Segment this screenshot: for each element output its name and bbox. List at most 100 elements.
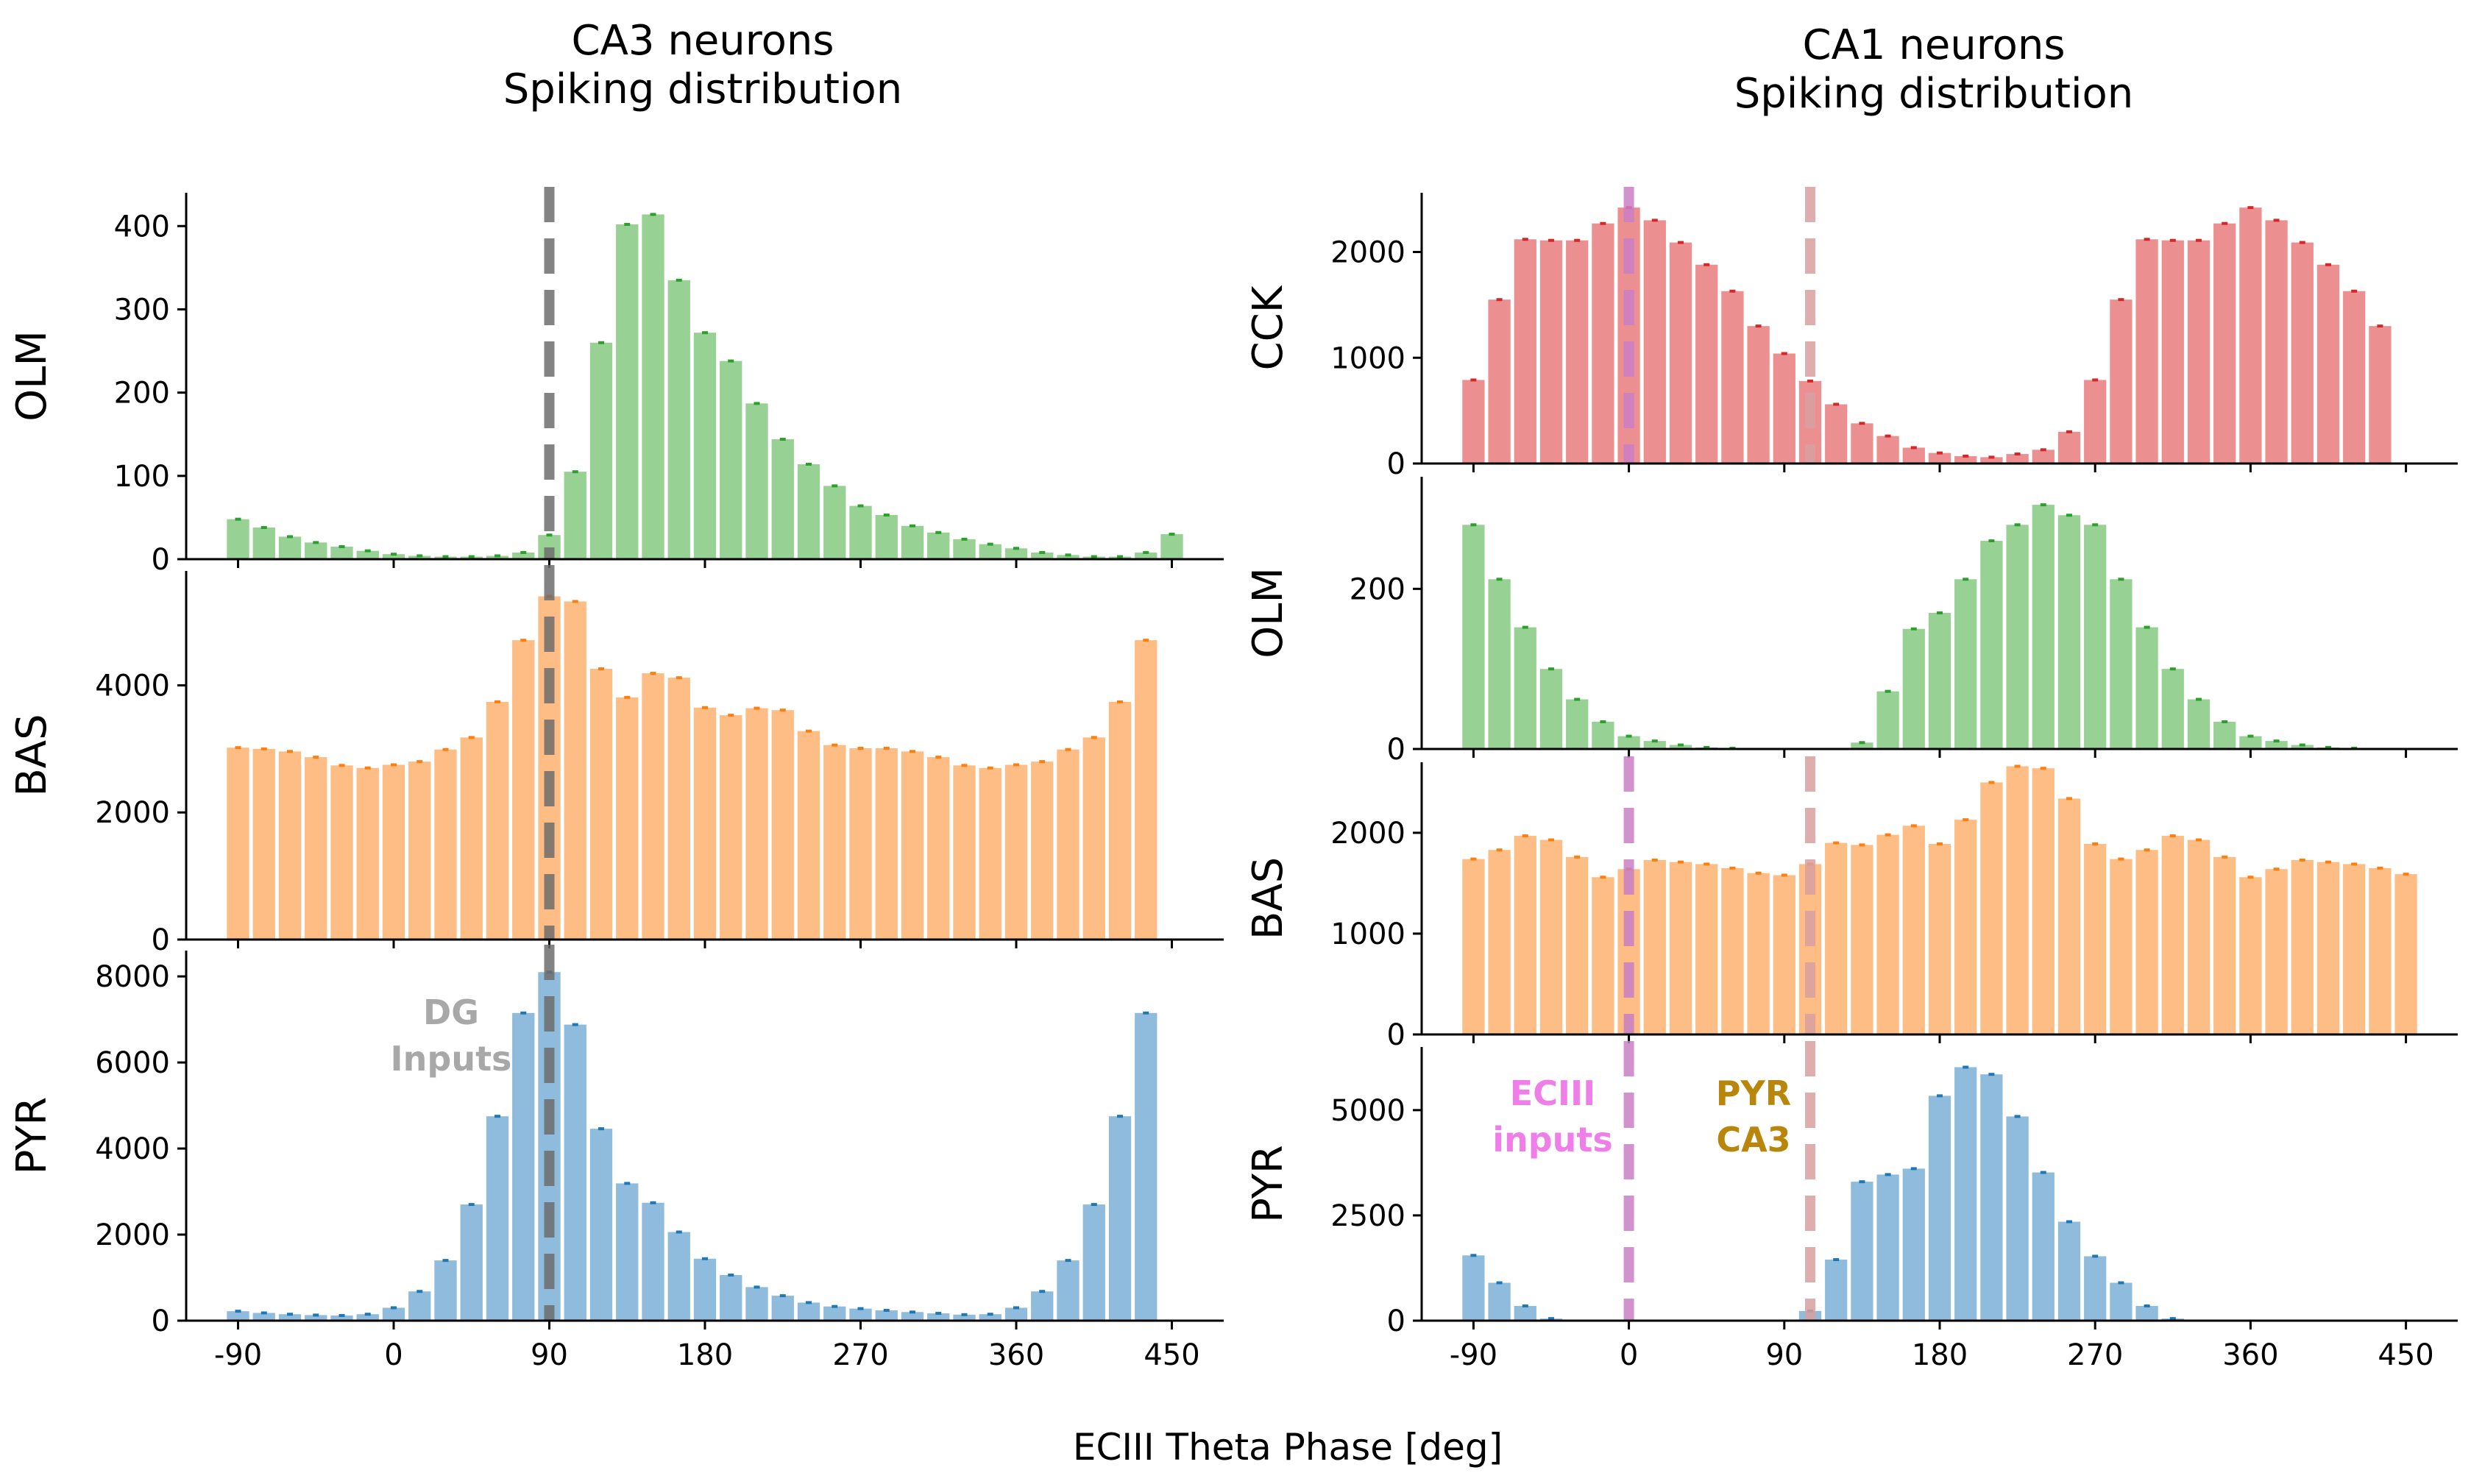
ca1-bas-bar	[1954, 820, 1977, 1034]
ca1-pyr-x-tick-label: 90	[1765, 1338, 1803, 1372]
ca3-bas-y-tick-label: 4000	[95, 669, 170, 703]
ca3-bas-bar	[227, 748, 249, 940]
ca1-bas-bar	[1695, 864, 1718, 1034]
ca1-pyr-bar	[1851, 1182, 1873, 1321]
ca1-bas-bar	[1773, 875, 1795, 1034]
ca3-pyr-bar	[642, 1202, 664, 1321]
pyr-ca3-label-line1: PYR	[1716, 1073, 1791, 1113]
ca3-pyr-bar	[693, 1258, 717, 1321]
ca1-pyr-bar	[1876, 1174, 1899, 1321]
ca1-olm-bar	[1954, 579, 1977, 749]
ca3-olm-bar	[227, 519, 249, 559]
ca3-pyr-bar	[589, 1129, 613, 1321]
ca1-bas-bar	[2161, 836, 2184, 1034]
ca3-bas-bar	[667, 678, 690, 940]
ca1-cck-bar	[1928, 452, 1951, 464]
ca1-bas-bar	[2006, 766, 2029, 1034]
ca1-cck-bar	[2135, 239, 2158, 464]
ca3-bas-bar	[356, 767, 379, 940]
ca1-pyr-bar	[1514, 1305, 1536, 1321]
ca1-bas-bar	[2265, 869, 2288, 1034]
ca3-pyr-bar	[745, 1287, 768, 1321]
ca1-cck-bar	[1980, 457, 2003, 464]
ca3-bas-bar	[771, 710, 794, 940]
panel-ca1-cck: 0 1000 2000 CCK	[1244, 187, 2458, 481]
ca3-pyr-y-tick-label: 6000	[95, 1046, 170, 1080]
ca1-olm-bar	[2291, 745, 2314, 749]
ca3-olm-bar	[305, 542, 327, 559]
ca1-pyr-y-label: PYR	[1244, 1145, 1292, 1223]
ca1-pyr-bar	[2135, 1305, 2158, 1321]
ca1-olm-bar	[2057, 515, 2081, 749]
ca1-olm-bar	[1902, 628, 1925, 749]
ca1-bas-bar	[2316, 862, 2340, 1034]
ca1-bas-bar	[1721, 867, 1744, 1034]
ca3-bas-bar	[330, 765, 353, 940]
ca1-bas-y-tick-label: 1000	[1330, 917, 1405, 951]
ca1-olm-bar	[1669, 745, 1692, 749]
ca1-pyr-x-tick-label: 270	[2067, 1338, 2123, 1372]
ca1-bas-y-tick-label: 2000	[1330, 817, 1405, 851]
ca3-title-line1: CA3 neurons	[572, 17, 834, 65]
ca3-olm-bar	[1031, 552, 1054, 559]
ca3-olm-bar	[642, 214, 664, 559]
ca3-bas-bar	[1082, 737, 1105, 940]
ca1-cck-bar	[1721, 291, 1744, 464]
ca3-bas-bar	[486, 701, 509, 940]
ec3-inputs-label-line1: ECIII	[1510, 1073, 1596, 1113]
ca3-bas-bar	[408, 761, 431, 940]
ca1-pyr-x-tick-label: 180	[1912, 1338, 1968, 1372]
ca1-cck-y-tick-label: 1000	[1330, 341, 1405, 375]
ca1-pyr-bar	[1902, 1168, 1925, 1321]
ca3-olm-bar	[667, 280, 690, 559]
ca3-bas-bar	[589, 669, 613, 940]
ca3-olm-bar	[1004, 548, 1028, 559]
ca3-pyr-y-tick-label: 4000	[95, 1132, 170, 1166]
ca3-pyr-y-tick-label: 8000	[95, 960, 170, 994]
panel-ca1-bas: 0 1000 2000 BAS	[1244, 756, 2458, 1052]
ca3-pyr-bar	[849, 1308, 872, 1321]
ca1-cck-y-tick-label: 2000	[1330, 236, 1405, 270]
ca1-cck-bar	[2213, 223, 2236, 464]
panel-ca1-pyr: 0 2500 5000 -90 0 90 180 270 360 450 PYR	[1244, 1041, 2458, 1372]
ca3-pyr-bar	[771, 1296, 794, 1321]
ca3-bas-bar	[720, 715, 742, 940]
ca1-olm-bar	[1617, 736, 1640, 749]
ca3-olm-bar	[564, 472, 586, 559]
ca3-pyr-bar	[330, 1315, 353, 1321]
ca3-pyr-x-tick-label: -90	[214, 1338, 262, 1372]
ca3-olm-bar	[408, 555, 431, 559]
ca3-pyr-bar	[305, 1315, 327, 1321]
ca1-bas-bar	[1851, 845, 1873, 1034]
ca3-bas-bar	[1057, 749, 1079, 940]
ca3-pyr-bar	[252, 1313, 275, 1321]
ca3-bas-y-label: BAS	[8, 714, 56, 796]
ca1-cck-bar	[1825, 404, 1848, 464]
ca3-olm-bar	[693, 333, 717, 559]
ca1-pyr-y-tick-label: 2500	[1330, 1199, 1405, 1233]
ca3-olm-bar	[849, 505, 872, 559]
ca1-bas-bar	[2394, 874, 2417, 1034]
ca3-olm-y-tick-label: 400	[114, 210, 170, 244]
ca1-olm-bar	[2213, 722, 2236, 749]
ca1-pyr-x-tick-label: 450	[2378, 1338, 2433, 1372]
ca3-pyr-bar	[460, 1204, 483, 1321]
ca3-bas-bar	[1004, 764, 1028, 940]
ca3-pyr-x-tick-label: 360	[988, 1338, 1044, 1372]
ca1-title-line1: CA1 neurons	[1803, 21, 2066, 69]
ca3-pyr-bar	[278, 1314, 302, 1321]
ca3-olm-y-label: OLM	[8, 330, 56, 422]
ca1-pyr-bar	[2057, 1221, 2081, 1321]
dg-inputs-label-line1: DG	[423, 993, 479, 1032]
ca1-bas-bar	[1876, 834, 1899, 1034]
x-axis-label: ECIII Theta Phase [deg]	[1073, 1426, 1503, 1469]
ca3-olm-bar	[512, 552, 535, 559]
ca3-olm-y-tick-label: 200	[114, 377, 170, 411]
ca3-bas-bar	[875, 748, 898, 940]
ca3-pyr-x-tick-label: 180	[677, 1338, 733, 1372]
ca1-pyr-bar	[2110, 1282, 2133, 1321]
ca1-pyr-y-tick-label: 5000	[1330, 1094, 1405, 1128]
ca3-olm-bar	[771, 439, 794, 559]
panel-ca3-olm: 0 100 200 300 400 OLM	[8, 187, 1224, 577]
